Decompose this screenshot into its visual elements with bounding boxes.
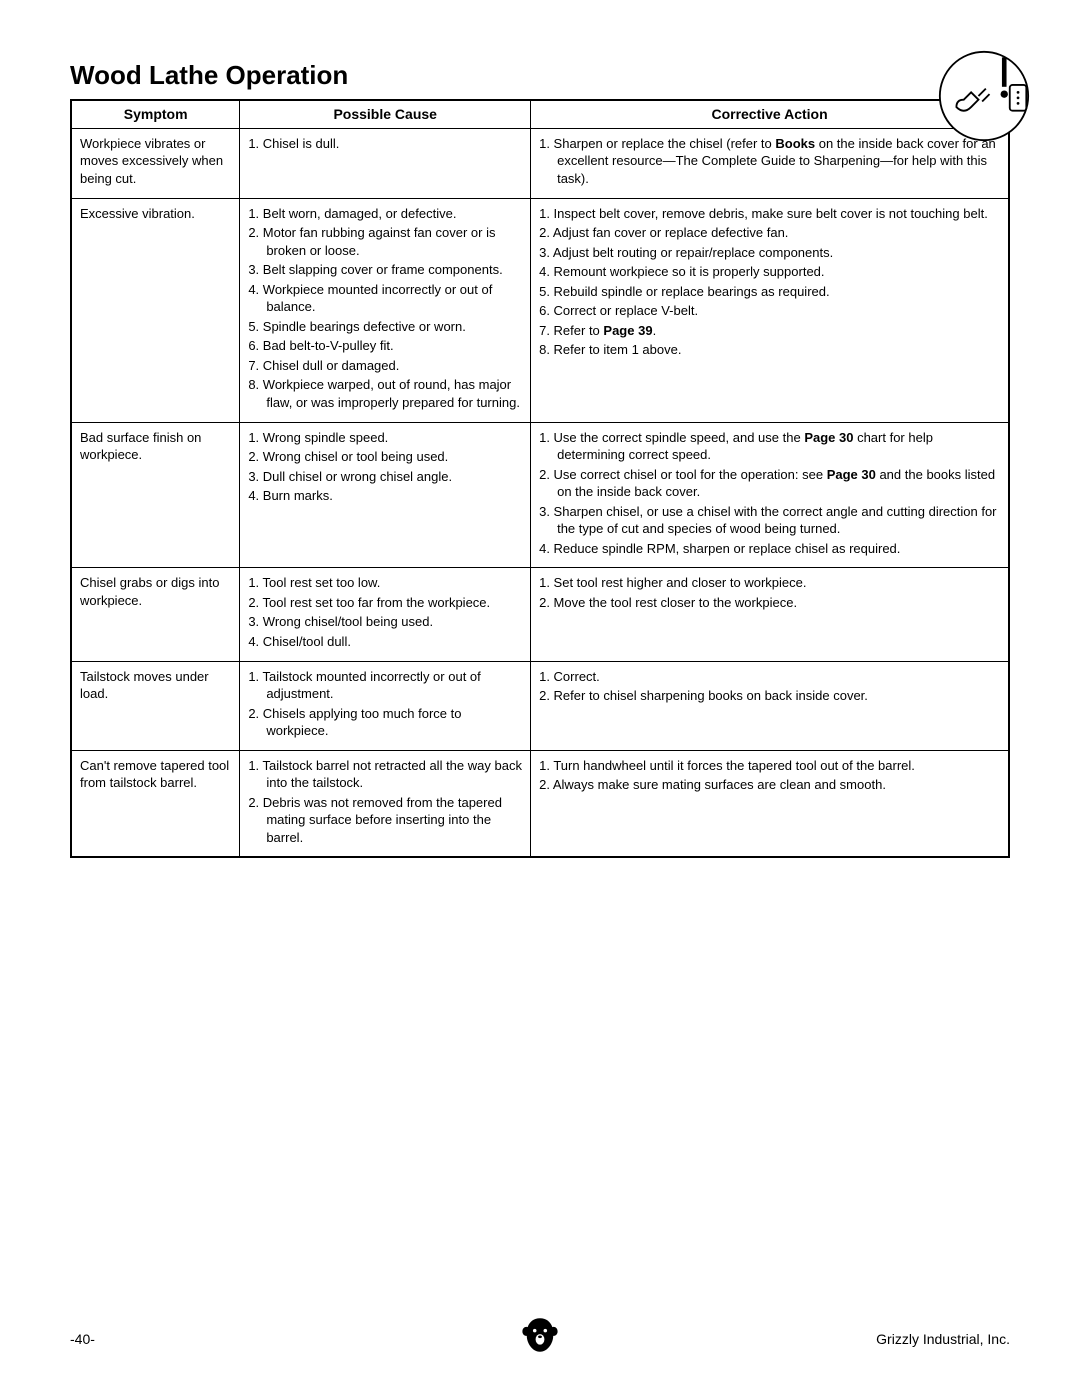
list-item: 1. Chisel is dull. <box>248 135 522 153</box>
action-cell: 1. Correct.2. Refer to chisel sharpening… <box>531 661 1009 750</box>
symptom-cell: Tailstock moves under load. <box>71 661 240 750</box>
symptom-cell: Bad surface finish on workpiece. <box>71 422 240 568</box>
list-item: 4. Chisel/tool dull. <box>248 633 522 651</box>
cause-cell: 1. Chisel is dull. <box>240 128 531 198</box>
table-header-row: Symptom Possible Cause Corrective Action <box>71 100 1009 128</box>
manufacturer: Grizzly Industrial, Inc. <box>876 1331 1010 1347</box>
list-item: 1. Set tool rest higher and closer to wo… <box>539 574 1000 592</box>
list-item: 1. Belt worn, damaged, or defective. <box>248 205 522 223</box>
symptom-cell: Excessive vibration. <box>71 198 240 422</box>
list-item: 6. Correct or replace V-belt. <box>539 302 1000 320</box>
page-footer: -40- Grizzly Industrial, Inc. <box>70 1331 1010 1347</box>
list-item: 1. Tailstock mounted incorrectly or out … <box>248 668 522 703</box>
list-item: 2. Tool rest set too far from the workpi… <box>248 594 522 612</box>
list-item: 1. Use the correct spindle speed, and us… <box>539 429 1000 464</box>
list-item: 1. Tailstock barrel not retracted all th… <box>248 757 522 792</box>
symptom-cell: Chisel grabs or digs into workpiece. <box>71 568 240 661</box>
list-item: 3. Dull chisel or wrong chisel angle. <box>248 468 522 486</box>
list-item: 1. Inspect belt cover, remove debris, ma… <box>539 205 1000 223</box>
list-item: 2. Adjust fan cover or replace defective… <box>539 224 1000 242</box>
list-item: 4. Reduce spindle RPM, sharpen or replac… <box>539 540 1000 558</box>
troubleshooting-table: Symptom Possible Cause Corrective Action… <box>70 99 1010 858</box>
list-item: 2. Wrong chisel or tool being used. <box>248 448 522 466</box>
symptom-cell: Can't remove tapered tool from tailstock… <box>71 750 240 857</box>
cause-cell: 1. Tool rest set too low. 2. Tool rest se… <box>240 568 531 661</box>
col-header-cause: Possible Cause <box>240 100 531 128</box>
list-item: 8. Refer to item 1 above. <box>539 341 1000 359</box>
list-item: 1. Tool rest set too low. <box>248 574 522 592</box>
table-row: Tailstock moves under load.1. Tailstock … <box>71 661 1009 750</box>
list-item: 3. Adjust belt routing or repair/replace… <box>539 244 1000 262</box>
list-item: 5. Rebuild spindle or replace bearings a… <box>539 283 1000 301</box>
table-row: Excessive vibration.1. Belt worn, damage… <box>71 198 1009 422</box>
list-item: 1. Correct. <box>539 668 1000 686</box>
cause-cell: 1. Belt worn, damaged, or defective.2. M… <box>240 198 531 422</box>
list-item: 2. Motor fan rubbing against fan cover o… <box>248 224 522 259</box>
action-cell: 1. Set tool rest higher and closer to wo… <box>531 568 1009 661</box>
table-row: Workpiece vibrates or moves excessively … <box>71 128 1009 198</box>
table-row: Bad surface finish on workpiece.1. Wrong… <box>71 422 1009 568</box>
list-item: 2. Debris was not removed from the taper… <box>248 794 522 847</box>
list-item: 1. Wrong spindle speed. <box>248 429 522 447</box>
table-row: Can't remove tapered tool from tailstock… <box>71 750 1009 857</box>
list-item: 4. Workpiece mounted incorrectly or out … <box>248 281 522 316</box>
page-number: -40- <box>70 1331 95 1347</box>
action-cell: 1. Inspect belt cover, remove debris, ma… <box>531 198 1009 422</box>
cause-cell: 1. Tailstock barrel not retracted all th… <box>240 750 531 857</box>
page-title: Wood Lathe Operation <box>70 60 1010 91</box>
list-item: 3. Sharpen chisel, or use a chisel with … <box>539 503 1000 538</box>
cause-cell: 1. Wrong spindle speed.2. Wrong chisel o… <box>240 422 531 568</box>
list-item: 1. Sharpen or replace the chisel (refer … <box>539 135 1000 188</box>
list-item: 2. Refer to chisel sharpening books on b… <box>539 687 1000 705</box>
list-item: 7. Refer to Page 39. <box>539 322 1000 340</box>
list-item: 2. Always make sure mating surfaces are … <box>539 776 1000 794</box>
cause-cell: 1. Tailstock mounted incorrectly or out … <box>240 661 531 750</box>
list-item: 3. Belt slapping cover or frame componen… <box>248 261 522 279</box>
col-header-symptom: Symptom <box>71 100 240 128</box>
action-cell: 1. Use the correct spindle speed, and us… <box>531 422 1009 568</box>
list-item: 2. Chisels applying too much force to wo… <box>248 705 522 740</box>
list-item: 3. Wrong chisel/tool being used. <box>248 613 522 631</box>
table-row: Chisel grabs or digs into workpiece.1. T… <box>71 568 1009 661</box>
unplug-safety-icon <box>938 50 1030 142</box>
list-item: 5. Spindle bearings defective or worn. <box>248 318 522 336</box>
symptom-cell: Workpiece vibrates or moves excessively … <box>71 128 240 198</box>
list-item: 7. Chisel dull or damaged. <box>248 357 522 375</box>
list-item: 6. Bad belt-to-V-pulley fit. <box>248 337 522 355</box>
list-item: 8. Workpiece warped, out of round, has m… <box>248 376 522 411</box>
list-item: 1. Turn handwheel until it forces the ta… <box>539 757 1000 775</box>
list-item: 4. Remount workpiece so it is properly s… <box>539 263 1000 281</box>
list-item: 2. Use correct chisel or tool for the op… <box>539 466 1000 501</box>
page-header: Wood Lathe Operation <box>70 60 1010 91</box>
action-cell: 1. Turn handwheel until it forces the ta… <box>531 750 1009 857</box>
list-item: 4. Burn marks. <box>248 487 522 505</box>
list-item: 2. Move the tool rest closer to the work… <box>539 594 1000 612</box>
